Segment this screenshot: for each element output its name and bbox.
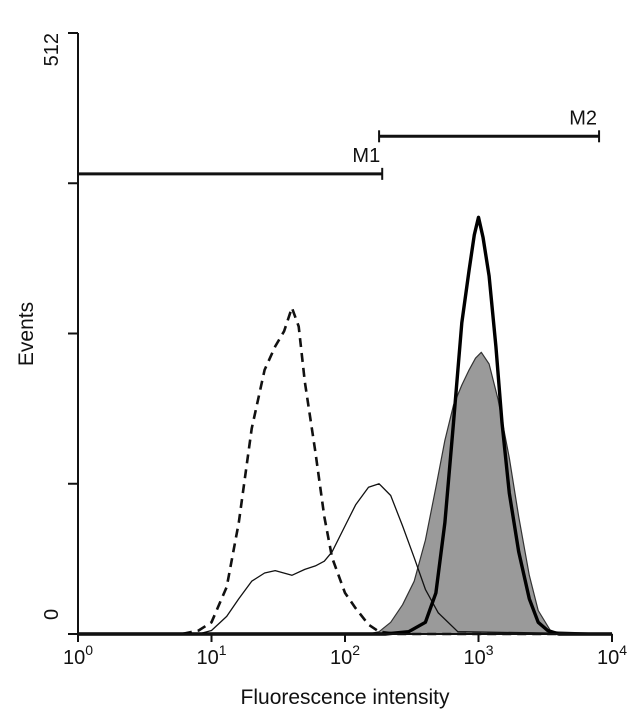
y-tick-label: 0	[41, 609, 63, 620]
histogram-thin-series	[78, 483, 613, 635]
x-tick-label: 102	[330, 642, 360, 669]
histogram-filled-series	[77, 351, 613, 635]
y-tick-label: 512	[41, 33, 63, 66]
gate-m1-label: M1	[352, 145, 380, 167]
x-tick-label: 101	[196, 642, 226, 669]
ticks-layer: 100 101 102 103 104 0 512	[41, 32, 627, 669]
histogram-dashed-series	[78, 306, 612, 636]
x-tick-label: 103	[463, 642, 493, 669]
gates-layer: M1 M2	[77, 107, 601, 180]
histogram-bold-series	[78, 215, 612, 636]
x-axis-title: Fluorescence intensity	[241, 686, 450, 709]
axes-layer	[77, 33, 612, 635]
gate-m2-label: M2	[569, 107, 597, 129]
x-tick-label: 100	[63, 642, 93, 669]
y-axis-title: Events	[15, 302, 38, 366]
series-layer	[77, 215, 613, 636]
x-tick-label: 104	[597, 642, 627, 669]
